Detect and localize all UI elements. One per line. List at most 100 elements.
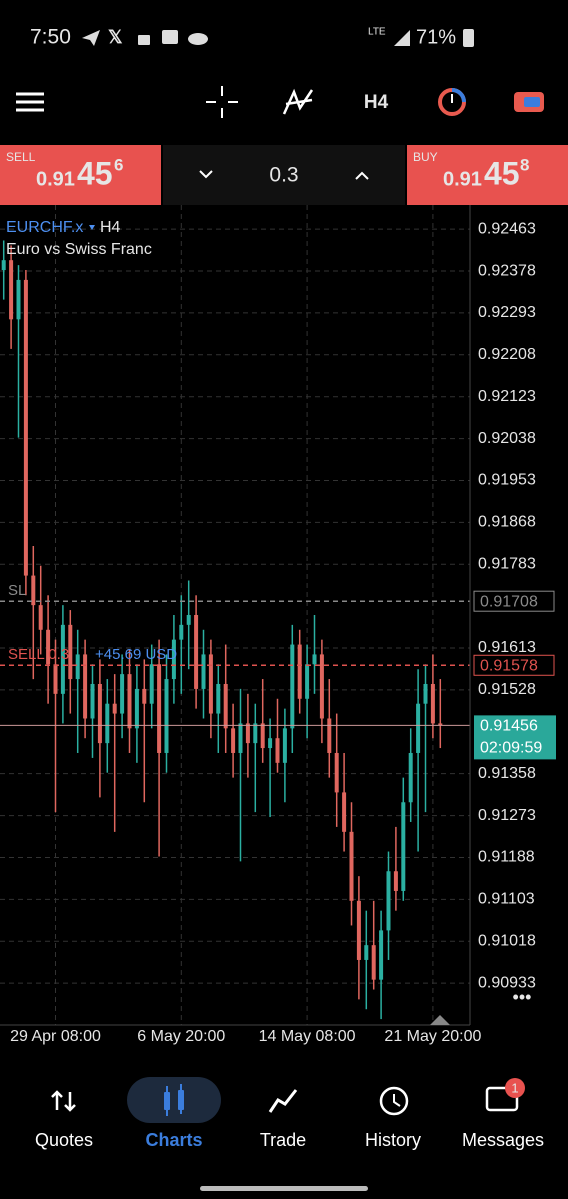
badge-bg [505, 1078, 525, 1098]
sell-label: SELL [6, 150, 36, 164]
candle-body [282, 728, 287, 763]
nav-label[interactable]: Charts [145, 1130, 202, 1150]
messages-icon [485, 1086, 519, 1112]
candle-body [290, 644, 295, 729]
level-label: SL [8, 582, 26, 599]
battery-icon [463, 29, 474, 47]
candle-body [186, 615, 191, 625]
svg-text:𝕏: 𝕏 [108, 27, 123, 47]
candle-body [349, 831, 354, 901]
crosshair-button[interactable] [206, 86, 238, 118]
x-tick-label: 14 May 08:00 [259, 1028, 356, 1045]
level-value: 0.91578 [480, 657, 538, 674]
candle-body [416, 703, 421, 753]
trade-toggle-button[interactable] [514, 92, 544, 112]
candle-body [208, 654, 213, 714]
candle-body [38, 605, 43, 630]
level-box [474, 715, 556, 760]
trade-icon [268, 1089, 298, 1113]
candle-body [83, 654, 88, 719]
badge: 1 [511, 1080, 518, 1095]
candle-body [268, 738, 273, 749]
nav-label[interactable]: Trade [260, 1130, 306, 1150]
candle-body [342, 792, 347, 832]
level-label: SELL 0.3 [8, 646, 69, 663]
clock: 7:50 [30, 26, 71, 49]
y-tick-label: 0.90933 [478, 974, 536, 991]
level-countdown: 02:09:59 [480, 740, 542, 757]
y-tick-label: 0.91868 [478, 514, 536, 531]
candle-body [430, 683, 435, 724]
candle-body [75, 654, 80, 680]
volume-down[interactable] [199, 170, 213, 179]
candle-body [327, 718, 332, 753]
candle-body [312, 654, 317, 665]
level-box [473, 654, 555, 676]
candle-body [9, 260, 14, 320]
sell-button[interactable] [0, 145, 161, 205]
buy-label: BUY [413, 150, 438, 164]
level-profit: +45.69 USD [95, 646, 177, 663]
network: LTE [368, 27, 386, 38]
chart-timeframe: H4 [100, 219, 121, 236]
objects-button[interactable] [438, 88, 466, 116]
candle-body [371, 945, 376, 980]
nav-label[interactable]: Quotes [35, 1130, 93, 1150]
home-indicator [200, 1186, 368, 1191]
candle-body [408, 752, 413, 803]
candle-body [90, 683, 95, 719]
candle-body [149, 664, 154, 704]
candle-body [46, 629, 51, 665]
indicators-button[interactable] [282, 88, 314, 115]
nav-label[interactable]: Messages [462, 1130, 544, 1150]
candle-body [157, 664, 162, 753]
candle-body [171, 639, 176, 680]
bottom-nav: 1 Quotes Charts Trade History Messages [35, 1077, 544, 1150]
scroll-marker [430, 1015, 450, 1025]
symbol[interactable]: EURCHF.x [6, 219, 83, 236]
y-tick-label: 0.92123 [478, 388, 536, 405]
x-tick-label: 6 May 20:00 [137, 1028, 225, 1045]
y-tick-label: 0.92208 [478, 346, 536, 363]
candle-body [112, 703, 117, 714]
candles [1, 240, 443, 1020]
sell-price-prefix: 0.91 [36, 168, 75, 190]
more-button[interactable]: ••• [513, 987, 532, 1007]
y-tick-label: 0.91018 [478, 932, 536, 949]
x-tick-label: 29 Apr 08:00 [10, 1028, 101, 1045]
active-tab-bg [127, 1077, 221, 1123]
y-tick-label: 0.91273 [478, 807, 536, 824]
candle-body [23, 279, 28, 576]
timeframe-button[interactable]: H4 [364, 92, 389, 113]
symbol-dropdown[interactable] [89, 225, 95, 230]
candle-body [386, 871, 391, 931]
y-tick-label: 0.92293 [478, 304, 536, 321]
buy-price-main: 45 [484, 155, 520, 191]
candle-body [364, 945, 369, 960]
buy-button[interactable] [407, 145, 568, 205]
level-value: 0.91456 [480, 718, 538, 735]
menu-button[interactable] [16, 92, 44, 112]
volume[interactable]: 0.3 [269, 164, 298, 187]
candle-body [238, 723, 243, 753]
battery-text: 71% [416, 26, 456, 48]
signal [394, 30, 410, 46]
level-box [473, 590, 555, 612]
history-hand [393, 1094, 401, 1107]
y-tick-label: 0.91528 [478, 681, 536, 698]
y-tick-label: 0.92378 [478, 262, 536, 279]
candle-body [134, 688, 139, 729]
nav-label[interactable]: History [365, 1130, 421, 1150]
volume-up[interactable] [355, 171, 369, 180]
candle-body [334, 752, 339, 793]
candle-body [68, 624, 73, 680]
candle-body [423, 683, 428, 704]
candle-body [142, 688, 147, 704]
candle-body [105, 703, 110, 744]
y-tick-label: 0.92463 [478, 220, 536, 237]
candle-body [305, 664, 310, 699]
buy-price-prefix: 0.91 [443, 168, 482, 190]
symbol-description: Euro vs Swiss Franc [6, 241, 152, 258]
y-tick-label: 0.91358 [478, 765, 536, 782]
